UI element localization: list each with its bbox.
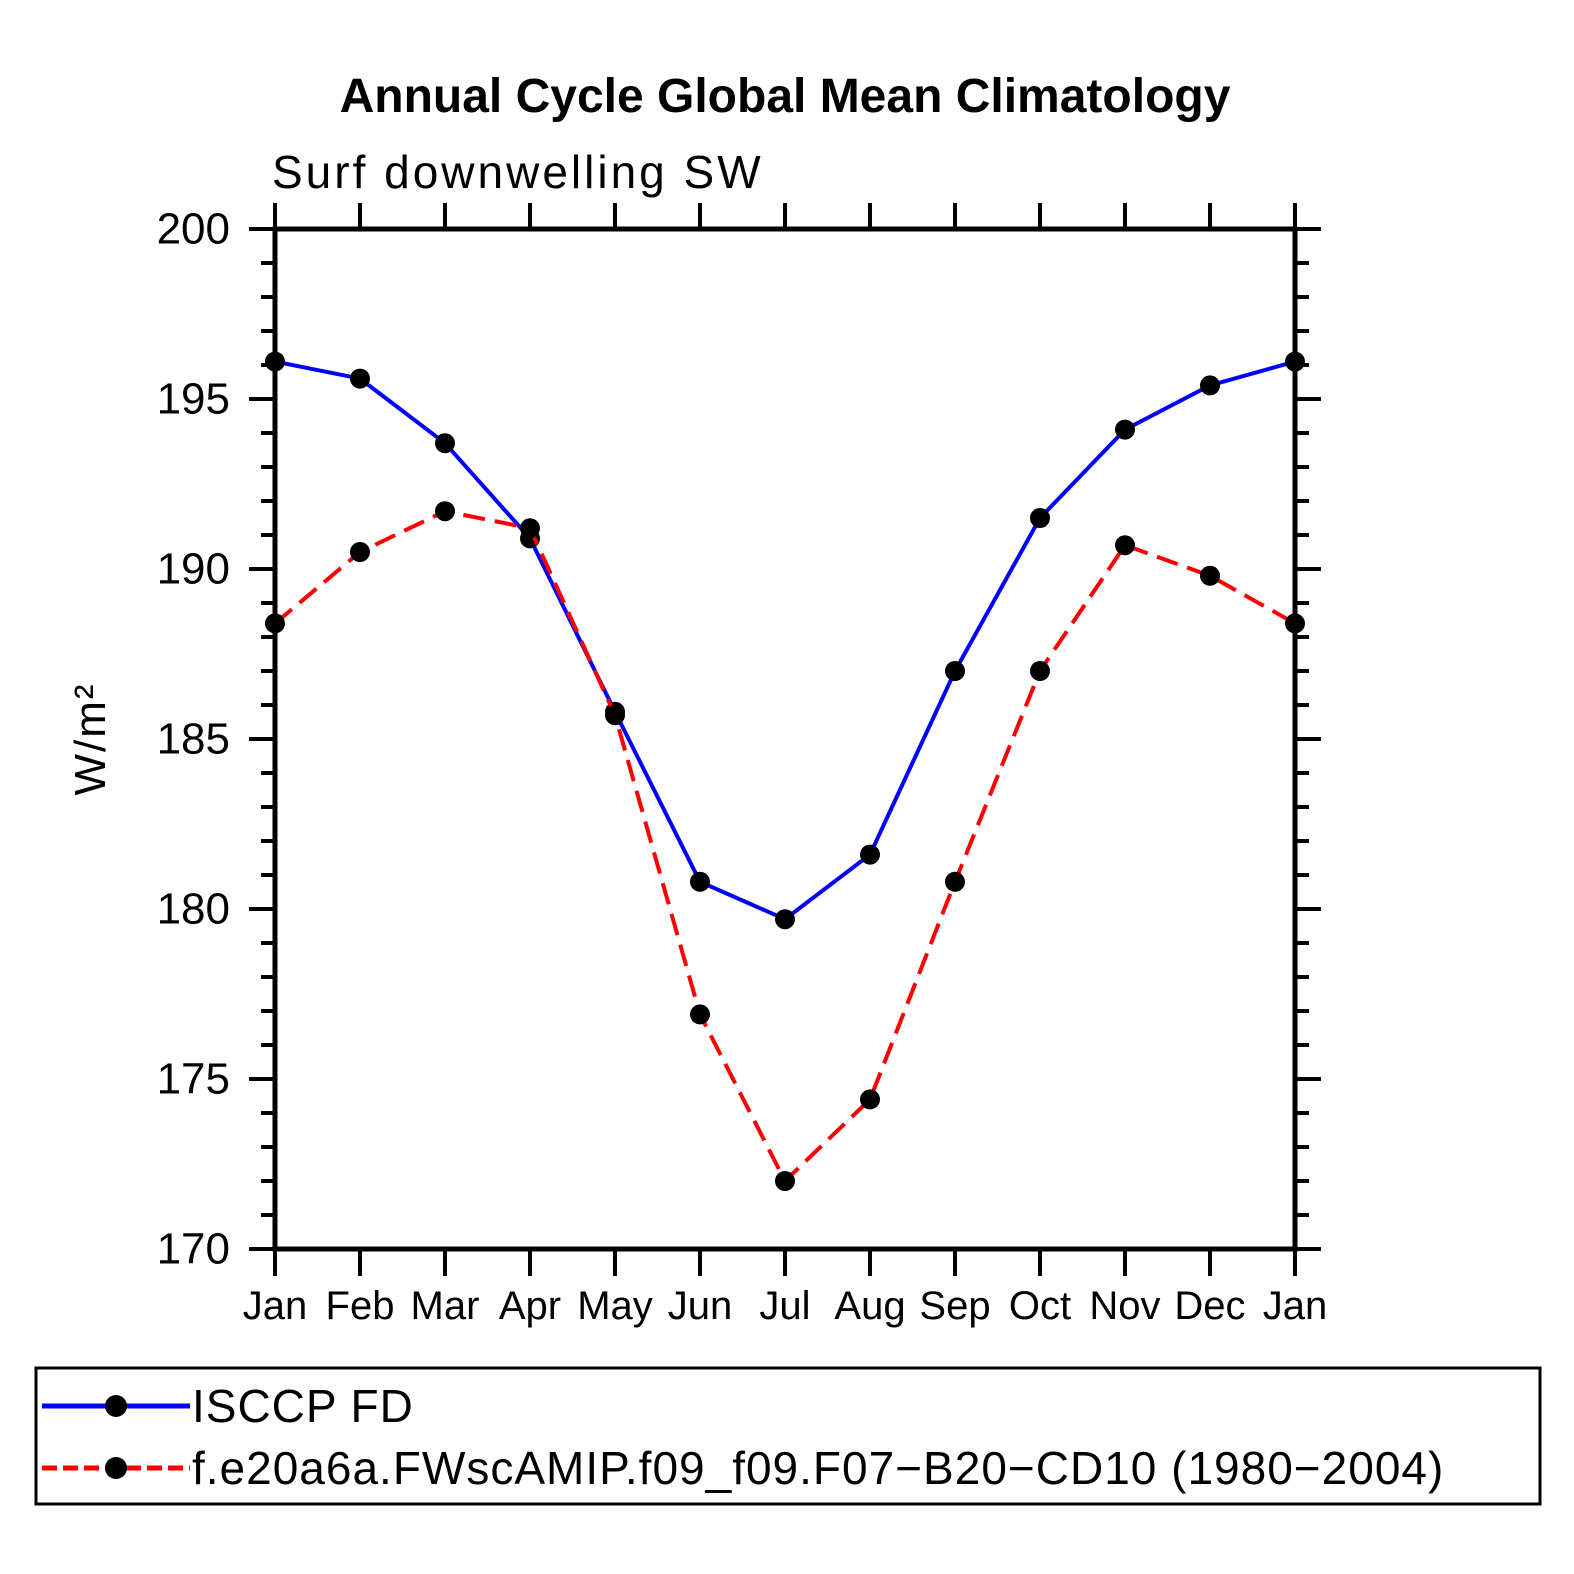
- y-tick-label: 190: [157, 545, 230, 594]
- legend: ISCCP FD f.e20a6a.FWscAMIP.f09_f09.F07−B…: [34, 1366, 1542, 1506]
- data-point-marker: [1200, 375, 1220, 396]
- legend-box: [34, 1366, 1542, 1506]
- data-point-marker: [605, 705, 625, 726]
- series-line-0: [274, 359, 1296, 922]
- data-point-marker: [945, 661, 965, 681]
- x-tick-label: Nov: [1089, 1284, 1160, 1328]
- y-tick-label: 170: [157, 1225, 230, 1274]
- data-point-marker: [1115, 419, 1135, 440]
- plot-frame: [272, 226, 1298, 1252]
- x-tick-label: Dec: [1174, 1284, 1245, 1328]
- chart-title: Annual Cycle Global Mean Climatology: [340, 70, 1231, 123]
- x-tick-label: Jan: [243, 1284, 308, 1328]
- y-axis-label: W/m²: [66, 682, 115, 795]
- x-tick-label: Mar: [411, 1284, 480, 1328]
- data-point-marker: [775, 909, 795, 930]
- legend-item-model: f.e20a6a.FWscAMIP.f09_f09.F07−B20−CD10 (…: [42, 1442, 1444, 1494]
- data-point-marker: [265, 351, 285, 372]
- data-point-marker: [860, 844, 880, 865]
- data-point-marker: [775, 1171, 795, 1191]
- y-tick-label: 175: [157, 1055, 230, 1104]
- y-tick-label: 200: [157, 205, 230, 254]
- chart-subtitle: Surf downwelling SW: [272, 146, 764, 198]
- x-tick-label: May: [577, 1284, 653, 1328]
- data-point-marker: [1285, 351, 1305, 372]
- series-line-1: [273, 509, 1296, 1185]
- legend-marker-dot: [105, 1395, 127, 1417]
- x-tick-label: Jun: [668, 1284, 733, 1328]
- data-point-marker: [690, 871, 710, 892]
- data-point-marker: [265, 613, 285, 634]
- x-tick-label: Sep: [919, 1284, 990, 1328]
- data-point-marker: [1030, 508, 1050, 528]
- data-point-marker: [945, 871, 965, 892]
- plot-area: 170 175 180 185 190 195 200 Jan Feb Mar Apr May Jun J…: [157, 203, 1328, 1328]
- data-point-marker: [350, 542, 370, 562]
- legend-item-isccp: ISCCP FD: [42, 1380, 414, 1432]
- x-tick-label: Oct: [1009, 1284, 1071, 1328]
- data-point-marker: [350, 368, 370, 389]
- x-tick-label: Feb: [326, 1284, 395, 1328]
- x-tick-label: Aug: [834, 1284, 905, 1328]
- data-point-marker: [690, 1004, 710, 1025]
- data-point-marker: [520, 518, 540, 539]
- x-tick-label: Jul: [759, 1284, 810, 1328]
- data-point-marker: [1030, 661, 1050, 681]
- data-point-marker: [435, 501, 455, 522]
- data-point-marker: [860, 1089, 880, 1110]
- x-tick-label: Apr: [499, 1284, 561, 1328]
- y-tick-label: 180: [157, 885, 230, 934]
- data-point-marker: [1285, 613, 1305, 634]
- data-point-marker: [1200, 565, 1220, 586]
- legend-label-model: f.e20a6a.FWscAMIP.f09_f09.F07−B20−CD10 (…: [192, 1442, 1444, 1494]
- data-point-marker: [1115, 535, 1135, 556]
- y-tick-label: 195: [157, 375, 230, 424]
- legend-label-isccp: ISCCP FD: [192, 1380, 414, 1432]
- data-point-marker: [435, 433, 455, 454]
- legend-marker-dot: [105, 1457, 127, 1479]
- x-tick-label: Jan: [1263, 1284, 1328, 1328]
- y-tick-label: 185: [157, 715, 230, 764]
